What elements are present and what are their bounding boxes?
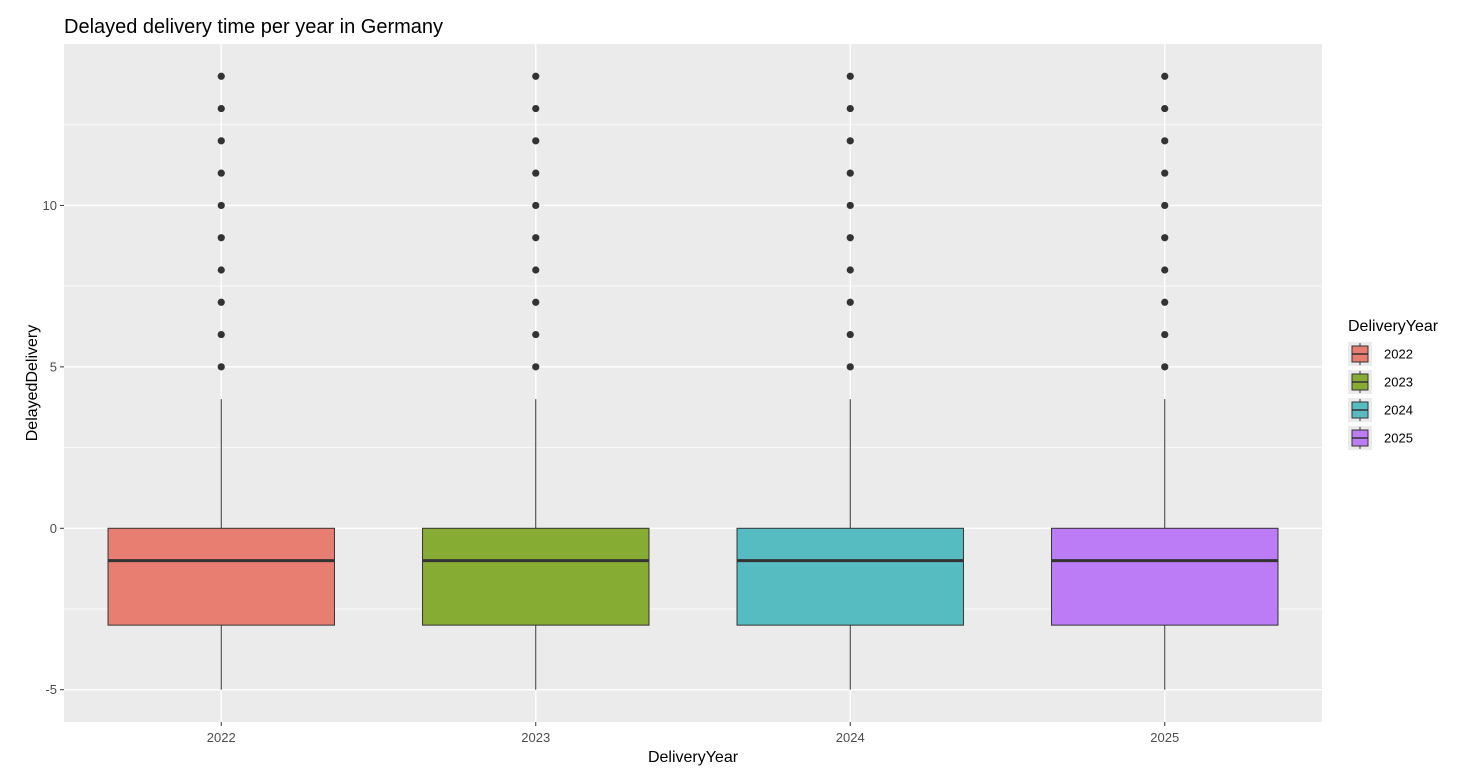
box-2023	[422, 527, 650, 626]
y-tick-label: 0	[50, 521, 57, 536]
outlier-point	[846, 169, 854, 177]
x-tick-label: 2024	[836, 730, 865, 745]
chart-title: Delayed delivery time per year in German…	[64, 16, 443, 38]
outlier-point	[846, 72, 854, 80]
x-tick-label: 2022	[207, 730, 236, 745]
outlier-point	[846, 201, 854, 210]
legend-item-2022: 2022	[1348, 342, 1413, 366]
outlier-point	[1161, 201, 1169, 210]
outlier-point	[217, 234, 225, 242]
outlier-point	[846, 363, 854, 371]
outlier-point	[846, 298, 854, 306]
box-group-2024	[736, 72, 964, 690]
outlier-point	[217, 330, 225, 339]
boxes	[107, 72, 1279, 690]
outlier-point	[532, 298, 540, 306]
outlier-point	[1161, 363, 1169, 371]
outlier-point	[217, 72, 225, 80]
y-axis-title: DelayedDelivery	[24, 325, 41, 442]
box-group-2022	[107, 72, 335, 690]
outlier-point	[532, 169, 540, 177]
legend: DeliveryYear 2022 2023 2024 2025	[1348, 318, 1439, 450]
outlier-point	[846, 266, 854, 274]
box-2025	[1051, 527, 1279, 626]
legend-item-2024: 2024	[1348, 398, 1413, 422]
x-tick-label: 2023	[521, 730, 550, 745]
outlier-point	[217, 169, 225, 177]
outlier-point	[217, 363, 225, 371]
outlier-point	[217, 298, 225, 306]
outlier-point	[217, 104, 225, 113]
legend-item-2025: 2025	[1348, 426, 1413, 450]
outlier-point	[1161, 137, 1169, 145]
legend-item-2023: 2023	[1348, 370, 1413, 394]
outlier-point	[217, 266, 225, 274]
y-tick-label: -5	[45, 682, 57, 697]
box-2022	[107, 527, 335, 626]
outlier-point	[532, 266, 540, 274]
legend-label: 2025	[1384, 431, 1413, 446]
box-group-2025	[1051, 72, 1279, 690]
outlier-point	[1161, 104, 1169, 113]
x-axis: 2022 2023 2024 2025	[207, 722, 1179, 745]
x-axis-title: DeliveryYear	[648, 749, 739, 766]
legend-title: DeliveryYear	[1348, 318, 1439, 335]
y-tick-label: 10	[43, 198, 57, 213]
box-2024	[736, 527, 964, 626]
outlier-point	[532, 234, 540, 242]
y-axis: -5 0 5 10	[43, 198, 64, 697]
outlier-point	[1161, 234, 1169, 242]
x-tick-label: 2025	[1150, 730, 1179, 745]
outlier-point	[1161, 72, 1169, 80]
outlier-point	[217, 201, 225, 210]
outlier-point	[1161, 266, 1169, 274]
legend-label: 2022	[1384, 347, 1413, 362]
legend-label: 2024	[1384, 403, 1413, 418]
outlier-point	[532, 363, 540, 371]
outlier-point	[532, 330, 540, 339]
outlier-point	[217, 137, 225, 145]
legend-label: 2023	[1384, 375, 1413, 390]
outlier-point	[1161, 330, 1169, 339]
outlier-point	[532, 137, 540, 145]
y-tick-label: 5	[50, 359, 57, 374]
outlier-point	[1161, 298, 1169, 306]
outlier-point	[846, 137, 854, 145]
outlier-point	[846, 330, 854, 339]
box-group-2023	[422, 72, 650, 690]
outlier-point	[846, 234, 854, 242]
outlier-point	[1161, 169, 1169, 177]
outlier-point	[532, 201, 540, 210]
outlier-point	[532, 72, 540, 80]
outlier-point	[846, 104, 854, 113]
outlier-point	[532, 104, 540, 113]
